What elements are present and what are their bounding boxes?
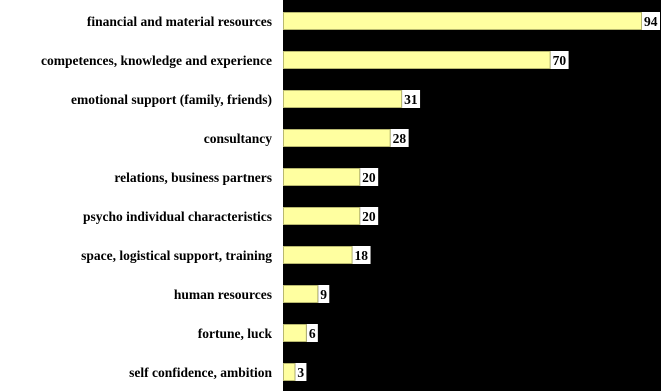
value-label-text: 31 [404,92,418,107]
category-label: emotional support (family, friends) [71,92,272,107]
value-label-text: 20 [362,170,376,185]
value-label-text: 94 [644,14,658,29]
category-label: financial and material resources [87,14,272,29]
value-label-background [295,363,307,381]
value-label: 9 [318,285,330,303]
bar [283,51,551,69]
value-label: 3 [295,363,307,381]
value-label: 28 [390,129,409,147]
category-label: self confidence, ambition [129,365,272,380]
value-label-background [352,246,371,264]
value-label-background [360,168,379,186]
bar [283,12,642,30]
value-label-text: 3 [297,365,304,380]
bar [283,363,296,381]
bar [283,207,361,225]
bar [283,285,319,303]
value-label-text: 18 [355,248,369,263]
category-label: consultancy [204,131,273,146]
value-label: 18 [352,246,371,264]
bar [283,90,403,108]
value-label-text: 70 [553,53,567,68]
value-labels: 94 70 31 28 20 20 18 9 6 3 [295,12,660,381]
bar [283,324,307,342]
category-label: fortune, luck [198,326,273,341]
category-label: space, logistical support, training [81,248,272,263]
bar [283,168,361,186]
bar [283,246,353,264]
bar [283,129,391,147]
value-label: 20 [360,168,379,186]
bars [283,12,642,381]
category-labels: financial and material resources competen… [41,14,272,380]
value-label-text: 9 [320,287,327,302]
value-label-text: 20 [362,209,376,224]
value-label: 94 [642,12,660,30]
value-label-background [550,51,569,69]
value-label: 20 [360,207,379,225]
value-label: 70 [550,51,569,69]
value-label-background [642,12,660,30]
value-label-background [402,90,421,108]
category-label: psycho individual characteristics [83,209,272,224]
value-label-background [390,129,409,147]
value-label: 31 [402,90,421,108]
value-label: 6 [306,324,318,342]
value-label-background [318,285,330,303]
value-label-background [306,324,318,342]
category-label: human resources [174,287,272,302]
value-label-background [360,207,379,225]
category-label: competences, knowledge and experience [41,53,272,68]
value-label-text: 6 [309,326,316,341]
value-label-text: 28 [393,131,407,146]
category-label: relations, business partners [114,170,272,185]
